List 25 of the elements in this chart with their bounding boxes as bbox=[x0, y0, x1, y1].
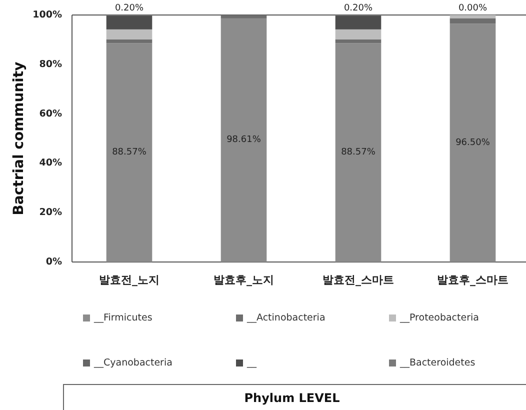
legend-label: __Proteobacteria bbox=[399, 312, 479, 324]
y-tick-label: 60% bbox=[39, 108, 62, 120]
y-tick-label: 80% bbox=[39, 58, 62, 70]
x-tick-label: 발효후_스마트 bbox=[437, 274, 508, 286]
x-tick-label: 발효전_노지 bbox=[99, 274, 160, 286]
data-label: 88.57% bbox=[341, 148, 376, 158]
x-tick-label: 발효전_스마트 bbox=[322, 274, 394, 286]
y-tick-label: 0% bbox=[46, 256, 62, 268]
legend-label: __Firmicutes bbox=[93, 312, 152, 324]
data-label: 98.61% bbox=[226, 135, 262, 146]
data-label: 0.20% bbox=[344, 4, 373, 14]
y-tick-label: 40% bbox=[39, 158, 62, 169]
data-label: 0.00% bbox=[458, 4, 488, 14]
x-tick-label: 발효후_노지 bbox=[214, 274, 274, 286]
data-label: 88.57% bbox=[112, 148, 147, 158]
y-axis-title: Bactrial community bbox=[11, 62, 27, 216]
legend-label: __Actinobacteria bbox=[246, 312, 326, 324]
data-label: 0.20% bbox=[114, 4, 144, 14]
y-tick-label: 20% bbox=[39, 207, 62, 218]
data-label: 96.50% bbox=[456, 138, 490, 148]
y-tick-label: 100% bbox=[32, 10, 62, 20]
legend-label: __Cyanobacteria bbox=[93, 358, 172, 368]
legend-label: __Bacteroidetes bbox=[399, 358, 476, 368]
legend-label: __ bbox=[246, 358, 257, 368]
caption: Phylum LEVEL bbox=[63, 384, 526, 410]
